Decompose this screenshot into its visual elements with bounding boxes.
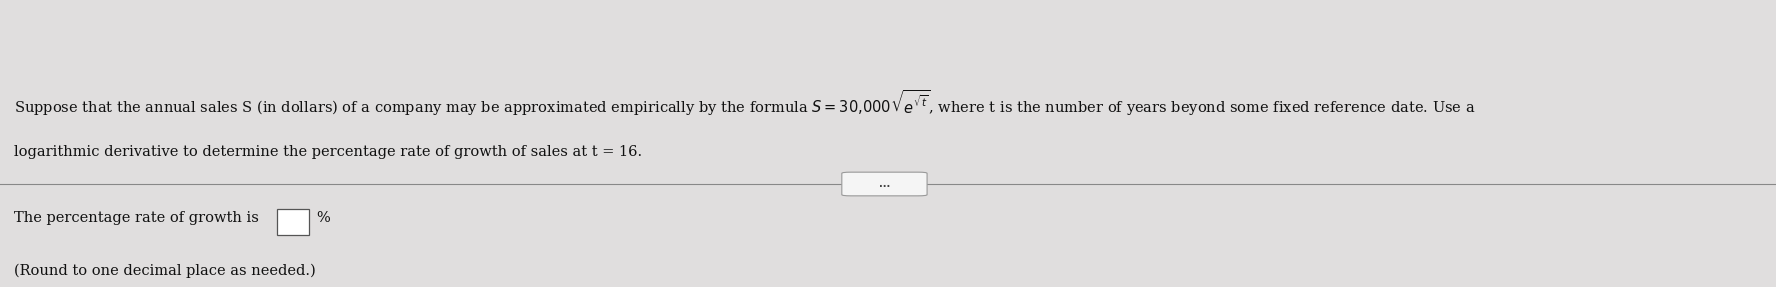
Text: Suppose that the annual sales S (in dollars) of a company may be approximated em: Suppose that the annual sales S (in doll… [14,88,1476,118]
FancyBboxPatch shape [842,172,927,196]
Text: %: % [316,211,330,225]
Text: The percentage rate of growth is: The percentage rate of growth is [14,211,263,225]
Text: ...: ... [879,179,890,189]
Text: (Round to one decimal place as needed.): (Round to one decimal place as needed.) [14,263,316,278]
Bar [277,209,309,235]
Text: logarithmic derivative to determine the percentage rate of growth of sales at t : logarithmic derivative to determine the … [14,145,643,159]
